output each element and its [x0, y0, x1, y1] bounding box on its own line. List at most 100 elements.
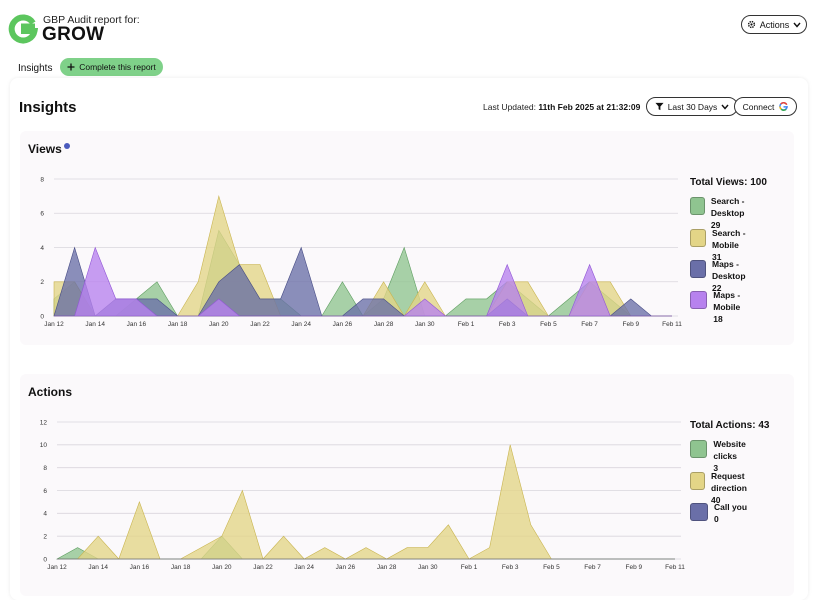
views-chart: 0 2 4 6 8 Jan 12 Jan 14 Jan 16 Jan 18 Jan 20 Jan 2… — [40, 176, 682, 328]
actions-dropdown-button[interactable]: Actions — [741, 15, 807, 34]
legend-value: 0 — [714, 514, 719, 524]
y-tick-label: 6 — [40, 211, 44, 218]
x-tick-label: Feb 5 — [540, 321, 557, 328]
actions-legend: Total Actions: 43 Website clicks 3 Reques… — [690, 420, 770, 524]
series-area-maps-mobile — [54, 246, 672, 317]
last-updated-label: Last Updated: — [483, 102, 536, 112]
insights-panel: Insights Last Updated: 11th Feb 2025 at … — [10, 78, 808, 600]
views-legend: Total Views: 100 Search - Desktop 29 Sear… — [690, 177, 767, 324]
x-tick-label: Jan 18 — [168, 321, 188, 328]
series-area-request-direction — [57, 444, 675, 560]
legend-item-maps-mobile: Maps - Mobile 18 — [690, 289, 767, 325]
x-tick-label: Jan 26 — [333, 321, 353, 328]
y-tick-label: 8 — [43, 465, 47, 472]
views-title: Views — [28, 142, 70, 156]
y-tick-label: 6 — [43, 488, 47, 495]
legend-item-request-direction: Request direction 40 — [690, 470, 769, 506]
info-icon[interactable] — [63, 143, 70, 149]
report-subtitle: GBP Audit report for: — [43, 14, 140, 26]
business-name: GROW — [42, 24, 105, 45]
legend-swatch — [690, 472, 706, 490]
y-tick-label: 0 — [43, 556, 47, 563]
x-tick-label: Jan 28 — [374, 321, 394, 328]
y-tick-label: 2 — [43, 533, 47, 540]
legend-swatch — [690, 229, 706, 247]
filter-icon — [655, 102, 664, 111]
google-icon — [779, 102, 789, 111]
legend-label: Maps - Desktop — [711, 259, 746, 281]
connect-google-button[interactable]: Connect — [734, 97, 797, 116]
legend-label: Maps - Mobile — [713, 290, 741, 312]
x-tick-label: Jan 22 — [250, 321, 270, 328]
legend-swatch — [690, 260, 706, 278]
x-tick-label: Jan 26 — [336, 564, 356, 571]
y-tick-label: 12 — [40, 419, 48, 426]
legend-item-call-you: Call you 0 — [690, 501, 747, 525]
x-tick-label: Feb 1 — [461, 564, 478, 571]
legend-value: 3 — [713, 463, 719, 473]
views-legend-title: Total Views: 100 — [690, 177, 767, 188]
x-tick-label: Feb 3 — [502, 564, 519, 571]
x-tick-label: Feb 5 — [543, 564, 560, 571]
actions-legend-title: Total Actions: 43 — [690, 420, 770, 431]
legend-value: 18 — [713, 314, 723, 324]
legend-label: Search - Desktop — [710, 196, 745, 218]
views-card: Views 0 2 4 6 8 Jan 12 Jan 14 Jan 16 Jan 18 Jan 2… — [20, 131, 794, 345]
legend-value: 40 — [711, 495, 721, 505]
legend-value: 29 — [710, 220, 721, 230]
x-tick-label: Jan 28 — [377, 564, 397, 571]
x-tick-label: Feb 3 — [499, 321, 516, 328]
page-header: GBP Audit report for: GROW Actions — [0, 0, 820, 52]
legend-label: Search - Mobile — [711, 228, 746, 250]
x-tick-label: Jan 30 — [415, 321, 435, 328]
x-tick-label: Feb 9 — [625, 564, 642, 571]
x-tick-label: Jan 30 — [418, 564, 438, 571]
x-tick-label: Jan 22 — [253, 564, 273, 571]
date-range-label: Last 30 Days — [667, 101, 718, 112]
x-tick-label: Jan 20 — [212, 564, 232, 571]
legend-item-search-mobile: Search - Mobile 31 — [690, 227, 767, 263]
x-tick-label: Jan 16 — [127, 321, 147, 328]
legend-swatch — [690, 503, 708, 521]
x-tick-label: Jan 12 — [44, 321, 64, 328]
x-tick-label: Jan 18 — [171, 564, 191, 571]
x-tick-label: Jan 24 — [294, 564, 314, 571]
x-tick-label: Jan 14 — [88, 564, 108, 571]
complete-report-label: Complete this report — [79, 62, 156, 72]
chevron-down-icon — [793, 22, 801, 28]
x-tick-label: Jan 20 — [209, 321, 229, 328]
x-tick-label: Jan 14 — [85, 321, 105, 328]
legend-label: Call you — [714, 502, 748, 512]
legend-value: 31 — [711, 252, 722, 262]
x-tick-label: Jan 24 — [291, 321, 311, 328]
x-tick-label: Feb 11 — [665, 564, 685, 571]
x-tick-label: Feb 7 — [581, 321, 598, 328]
y-tick-label: 10 — [40, 442, 48, 449]
x-tick-label: Jan 12 — [47, 564, 67, 571]
chevron-down-icon — [721, 104, 729, 110]
legend-swatch — [690, 440, 708, 458]
connect-label: Connect — [742, 101, 775, 112]
legend-swatch — [690, 291, 708, 309]
complete-report-button[interactable]: Complete this report — [60, 58, 163, 76]
y-tick-label: 4 — [40, 245, 44, 252]
actions-chart: 0 2 4 6 8 10 12 Jan 12 Jan 14 Jan 16 Jan 18 Jan 20 J… — [40, 419, 685, 571]
tab-insights[interactable]: Insights — [18, 63, 53, 74]
legend-item-search-desktop: Search - Desktop 29 — [690, 195, 767, 231]
legend-label: Request direction — [711, 471, 747, 493]
gear-icon — [747, 20, 755, 29]
legend-item-maps-desktop: Maps - Desktop 22 — [690, 258, 767, 294]
legend-label: Website clicks — [713, 439, 746, 461]
legend-item-website-clicks: Website clicks 3 — [690, 438, 769, 474]
panel-title: Insights — [19, 99, 77, 116]
views-title-text: Views — [28, 142, 62, 156]
date-range-dropdown[interactable]: Last 30 Days — [646, 97, 738, 116]
legend-swatch — [690, 197, 705, 215]
grow-logo-icon — [8, 14, 38, 44]
x-tick-label: Feb 11 — [662, 321, 682, 328]
y-tick-label: 8 — [40, 176, 44, 183]
x-tick-label: Feb 7 — [584, 564, 601, 571]
last-updated-value: 11th Feb 2025 at 21:32:09 — [538, 102, 641, 112]
actions-label: Actions — [759, 19, 790, 30]
y-tick-label: 2 — [40, 279, 44, 286]
